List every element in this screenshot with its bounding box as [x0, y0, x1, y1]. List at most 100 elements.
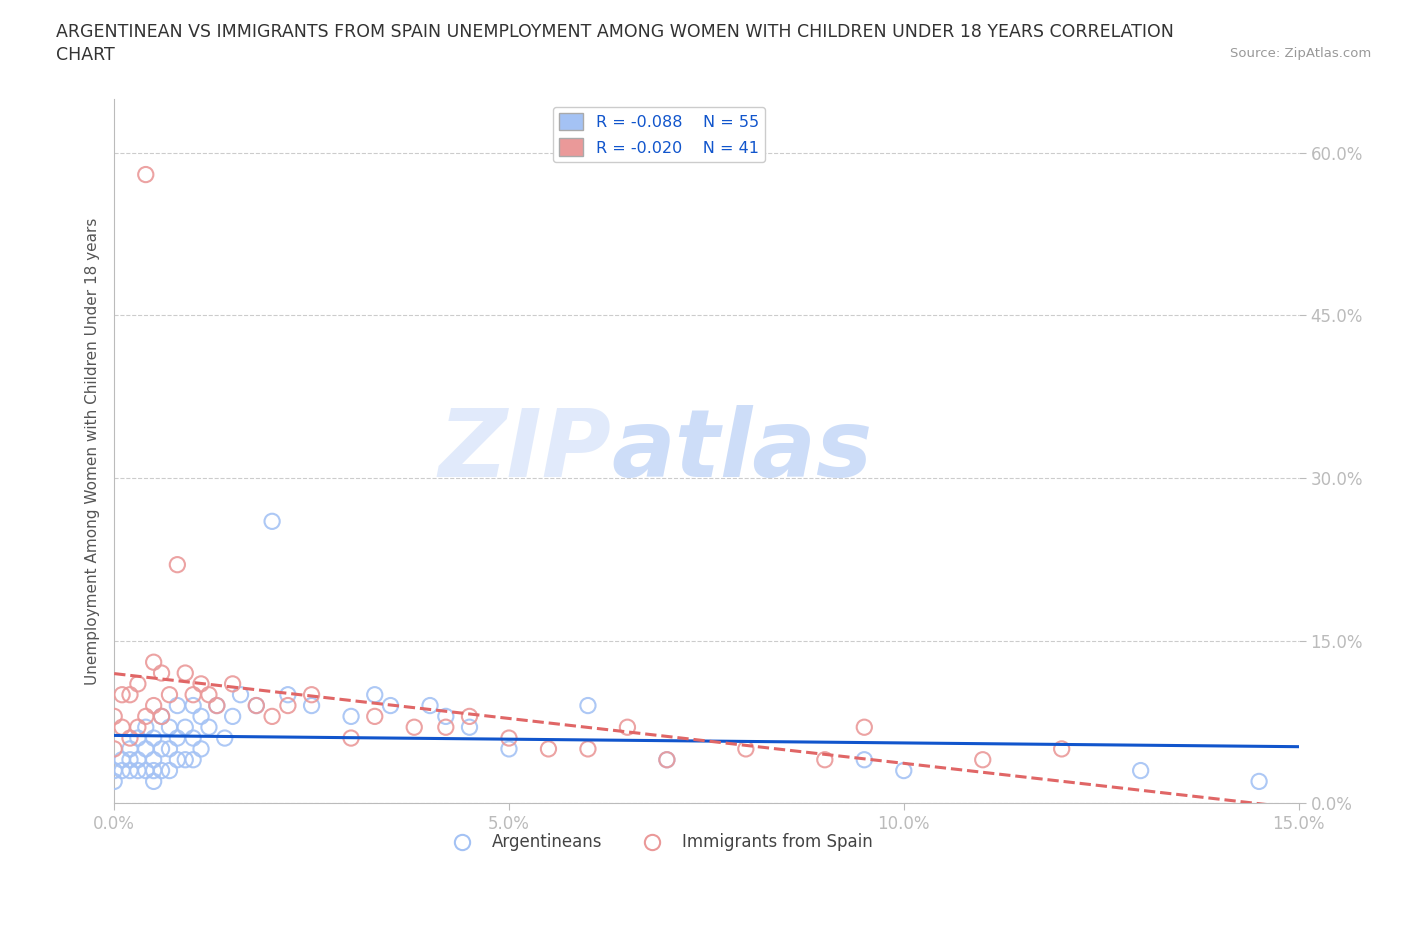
Point [174, 720, 197, 735]
Point [166, 752, 188, 767]
Point [150, 764, 173, 778]
Point [181, 731, 204, 746]
Point [380, 698, 402, 713]
Point [181, 698, 204, 713]
Point [364, 687, 387, 702]
Point [972, 752, 994, 767]
Point [814, 752, 837, 767]
Point [419, 698, 441, 713]
Point [150, 709, 173, 724]
Point [190, 676, 212, 691]
Point [159, 720, 181, 735]
Point [616, 720, 638, 735]
Point [111, 720, 134, 735]
Point [221, 676, 243, 691]
Point [853, 720, 876, 735]
Point [498, 741, 520, 756]
Point [198, 687, 221, 702]
Point [205, 698, 228, 713]
Point [190, 741, 212, 756]
Point [166, 698, 188, 713]
Point [127, 720, 149, 735]
Text: CHART: CHART [56, 46, 115, 64]
Point [277, 687, 299, 702]
Point [142, 698, 165, 713]
Point [1249, 774, 1271, 789]
Point [458, 720, 481, 735]
Point [277, 698, 299, 713]
Point [135, 720, 157, 735]
Point [221, 709, 243, 724]
Point [893, 764, 915, 778]
Point [214, 731, 236, 746]
Point [655, 752, 678, 767]
Point [103, 741, 125, 756]
Point [262, 709, 284, 724]
Point [245, 698, 267, 713]
Point [434, 709, 457, 724]
Point [150, 709, 173, 724]
Point [118, 741, 141, 756]
Point [135, 167, 157, 182]
Point [135, 741, 157, 756]
Point [118, 731, 141, 746]
Point [434, 720, 457, 735]
Point [111, 764, 134, 778]
Point [229, 687, 252, 702]
Point [537, 741, 560, 756]
Point [655, 752, 678, 767]
Legend: Argentineans, Immigrants from Spain: Argentineans, Immigrants from Spain [439, 827, 880, 858]
Point [301, 687, 323, 702]
Point [111, 752, 134, 767]
Point [498, 731, 520, 746]
Point [103, 774, 125, 789]
Point [159, 764, 181, 778]
Point [174, 752, 197, 767]
Point [150, 666, 173, 681]
Point [198, 720, 221, 735]
Point [135, 709, 157, 724]
Point [118, 752, 141, 767]
Point [166, 731, 188, 746]
Point [103, 709, 125, 724]
Point [166, 557, 188, 572]
Point [181, 752, 204, 767]
Point [127, 731, 149, 746]
Point [301, 698, 323, 713]
Point [127, 764, 149, 778]
Point [142, 774, 165, 789]
Point [245, 698, 267, 713]
Point [174, 666, 197, 681]
Point [404, 720, 426, 735]
Point [142, 764, 165, 778]
Point [576, 698, 599, 713]
Point [111, 687, 134, 702]
Point [340, 731, 363, 746]
Point [364, 709, 387, 724]
Point [181, 687, 204, 702]
Point [150, 741, 173, 756]
Point [118, 764, 141, 778]
Point [127, 676, 149, 691]
Point [734, 741, 756, 756]
Text: ZIP: ZIP [439, 405, 612, 497]
Point [205, 698, 228, 713]
Text: atlas: atlas [612, 405, 873, 497]
Point [853, 752, 876, 767]
Point [340, 709, 363, 724]
Point [118, 687, 141, 702]
Point [458, 709, 481, 724]
Point [159, 741, 181, 756]
Point [142, 731, 165, 746]
Text: ARGENTINEAN VS IMMIGRANTS FROM SPAIN UNEMPLOYMENT AMONG WOMEN WITH CHILDREN UNDE: ARGENTINEAN VS IMMIGRANTS FROM SPAIN UNE… [56, 23, 1174, 41]
Point [103, 764, 125, 778]
Point [262, 514, 284, 529]
Text: Source: ZipAtlas.com: Source: ZipAtlas.com [1230, 46, 1371, 60]
Point [127, 752, 149, 767]
Point [190, 709, 212, 724]
Point [135, 764, 157, 778]
Point [142, 752, 165, 767]
Point [159, 687, 181, 702]
Point [142, 655, 165, 670]
Point [1050, 741, 1073, 756]
